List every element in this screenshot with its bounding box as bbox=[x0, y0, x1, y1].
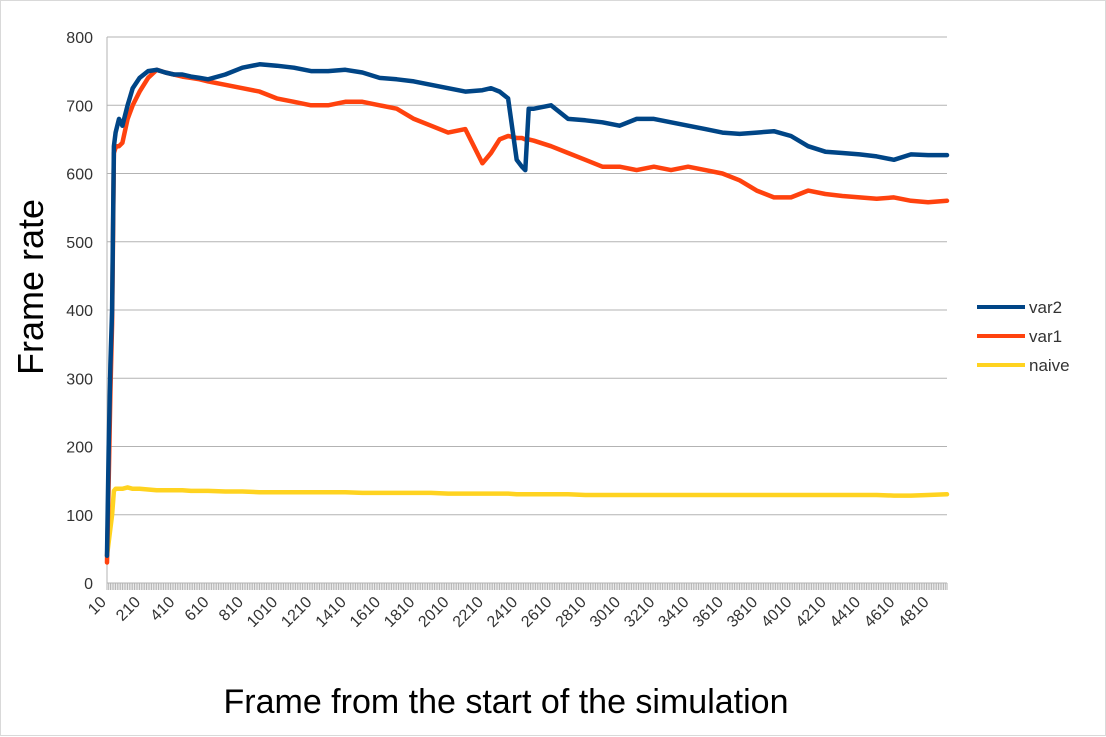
y-tick-label: 400 bbox=[66, 303, 93, 320]
x-tick-label: 1010 bbox=[244, 594, 281, 631]
x-tick-label: 3410 bbox=[655, 594, 692, 631]
series-line-naive bbox=[104, 485, 950, 558]
y-tick-label: 600 bbox=[66, 167, 93, 184]
x-tick-label: 4410 bbox=[827, 594, 864, 631]
grid-layer bbox=[107, 36, 947, 584]
y-tick-label: 0 bbox=[84, 576, 93, 593]
y-tick-label: 300 bbox=[66, 371, 93, 388]
x-tick-label: 4810 bbox=[895, 594, 932, 631]
x-tick-label: 2410 bbox=[484, 594, 521, 631]
x-tick-label: 4210 bbox=[793, 594, 830, 631]
x-tick-label: 2610 bbox=[518, 594, 555, 631]
x-tick-label: 4610 bbox=[861, 594, 898, 631]
series-line-var1 bbox=[104, 67, 950, 565]
y-tick-label: 200 bbox=[66, 440, 93, 457]
x-minor-ticks bbox=[106, 583, 948, 590]
y-tick-label: 100 bbox=[66, 508, 93, 525]
x-tick-label: 210 bbox=[113, 594, 144, 625]
x-tick-label: 3010 bbox=[587, 594, 624, 631]
x-axis-title: Frame from the start of the simulation bbox=[224, 683, 789, 721]
x-tick-label: 3810 bbox=[724, 594, 761, 631]
legend: var2 var1 naive bbox=[977, 298, 1070, 375]
y-tick-label: 800 bbox=[66, 30, 93, 47]
x-tick-label: 2810 bbox=[553, 594, 590, 631]
y-tick-label: 700 bbox=[66, 98, 93, 115]
y-tick-label: 500 bbox=[66, 235, 93, 252]
x-tick-label: 810 bbox=[216, 594, 247, 625]
x-tick-label: 4010 bbox=[758, 594, 795, 631]
x-tick-label: 1610 bbox=[347, 594, 384, 631]
legend-label-naive: naive bbox=[1029, 356, 1070, 375]
legend-label-var1: var1 bbox=[1029, 327, 1062, 346]
legend-label-var2: var2 bbox=[1029, 298, 1062, 317]
x-tick-label: 1810 bbox=[381, 594, 418, 631]
x-tick-label: 2010 bbox=[415, 594, 452, 631]
x-tick-label: 3610 bbox=[690, 594, 727, 631]
x-tick-label: 610 bbox=[182, 594, 213, 625]
x-tick-label: 3210 bbox=[621, 594, 658, 631]
x-tick-label: 10 bbox=[85, 594, 110, 619]
x-tick-label: 410 bbox=[147, 594, 178, 625]
series-line-var2 bbox=[104, 62, 950, 558]
y-axis-title: Frame rate bbox=[10, 199, 51, 375]
series-layer bbox=[104, 62, 950, 565]
x-tick-label: 2210 bbox=[450, 594, 487, 631]
x-tick-label: 1410 bbox=[313, 594, 350, 631]
x-tick-label: 1210 bbox=[278, 594, 315, 631]
